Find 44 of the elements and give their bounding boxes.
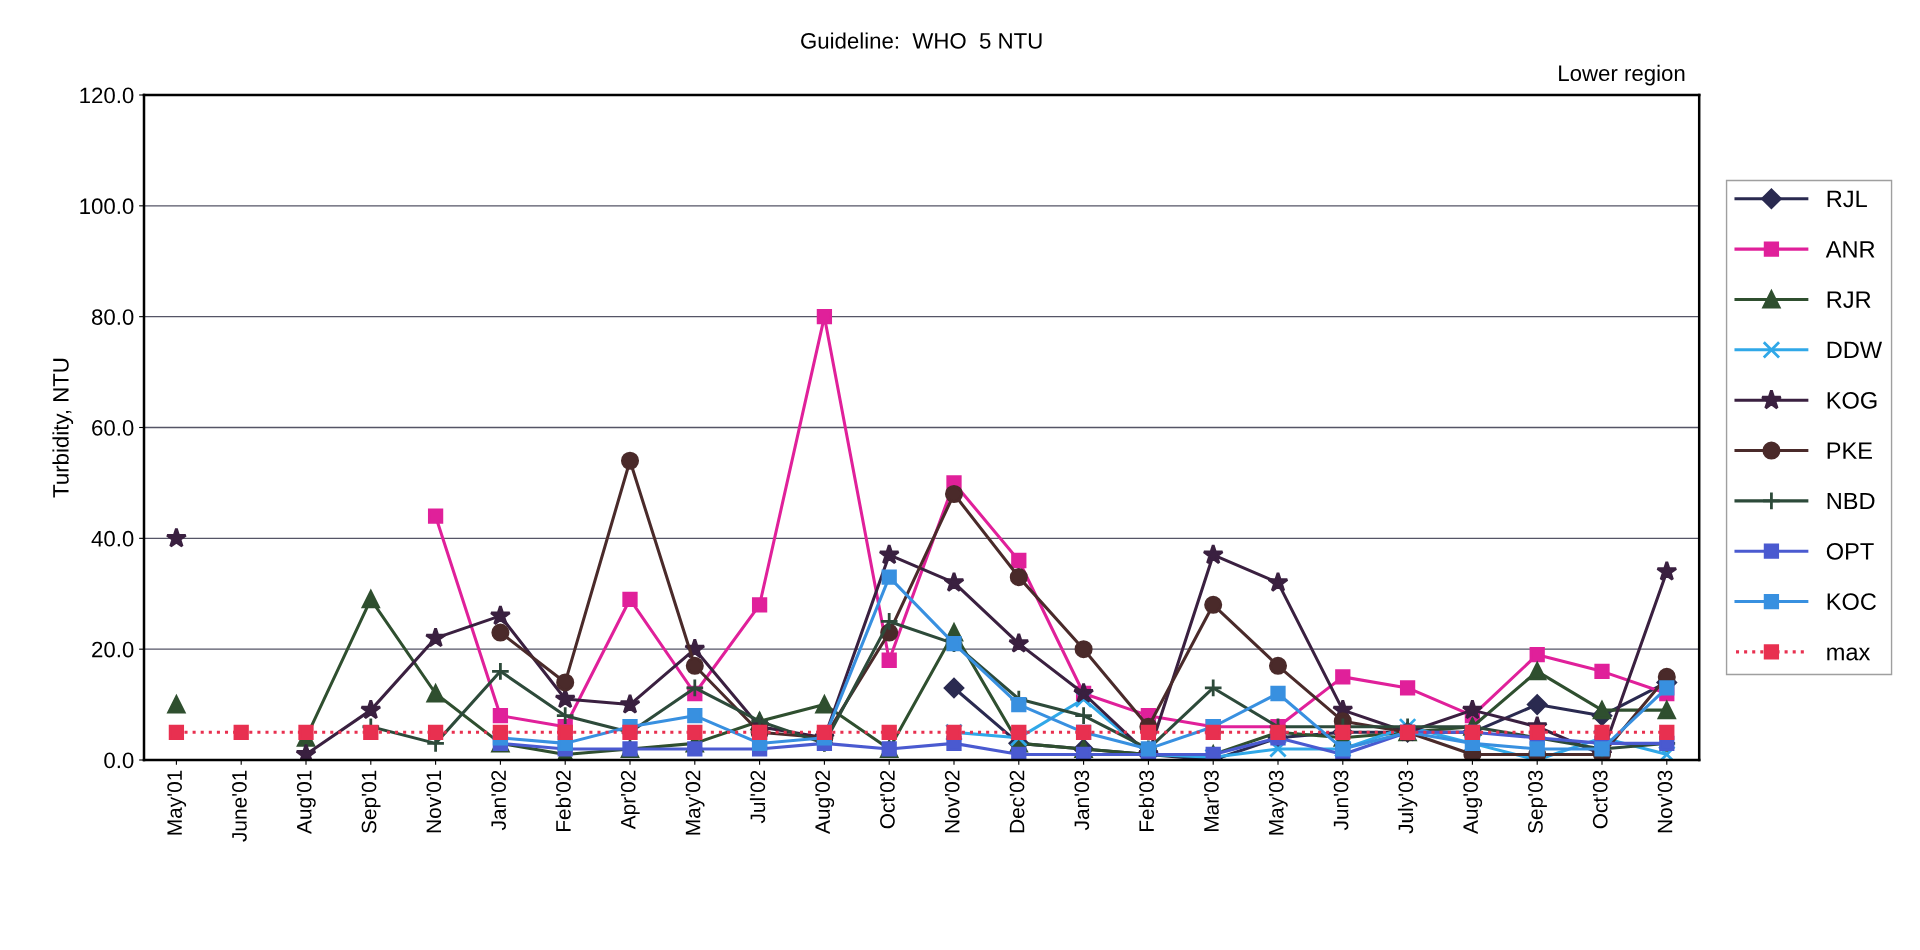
legend-label: PKE (1827, 442, 1872, 459)
x-tick-label: Feb'02 (555, 770, 571, 832)
x-tick-label: Jul'02 (749, 770, 766, 824)
y-tick-label: 80.0 (92, 309, 134, 325)
x-tick-label: Jan'03 (1074, 770, 1090, 831)
legend-label: OPT (1826, 542, 1874, 560)
y-tick-label: 60.0 (92, 420, 134, 436)
x-tick-label: May'01 (167, 770, 187, 835)
legend-label: RJL (1827, 190, 1867, 208)
x-tick-label: May'02 (685, 770, 705, 835)
x-tick-label: Oct'03 (1592, 770, 1608, 829)
x-tick-label: Jun'03 (1333, 770, 1349, 831)
x-tick-label: Jan'02 (491, 770, 506, 831)
x-tick-label: Apr'02 (620, 770, 640, 830)
y-tick-label: 100.0 (80, 198, 134, 215)
x-tick-label: Mar'03 (1204, 770, 1219, 832)
y-axis-title: Turbidity, NTU (52, 358, 74, 498)
legend-label: NBD (1827, 492, 1875, 510)
x-tick-label: Sep'01 (361, 770, 381, 833)
x-tick-label: June'01 (232, 770, 247, 842)
legend-label: KOC (1827, 593, 1876, 611)
y-tick-label: 40.0 (91, 530, 134, 547)
x-tick-label: Oct'02 (880, 770, 895, 829)
x-tick-label: Nov'03 (1657, 770, 1673, 833)
chart-title: Guideline: WHO 5 NTU (801, 32, 1042, 49)
x-tick-label: Aug'01 (296, 770, 316, 834)
x-tick-label: Nov'02 (944, 770, 960, 833)
legend-label: RJR (1827, 291, 1871, 308)
x-tick-label: Aug'02 (815, 770, 835, 834)
y-tick-label: 120.0 (80, 87, 134, 104)
legend-label: KOG (1827, 391, 1877, 409)
y-tick-label: 20.0 (92, 641, 134, 658)
text: Lower region (1559, 64, 1685, 86)
x-tick-label: May'03 (1268, 770, 1288, 835)
x-tick-label: Feb'03 (1138, 770, 1154, 832)
legend-label: ANR (1825, 241, 1875, 258)
x-tick-label: Sep'03 (1528, 770, 1547, 833)
y-tick-label: 0.0 (104, 752, 134, 769)
legend-label: max (1827, 647, 1871, 661)
legend-label: DDW (1827, 341, 1883, 359)
x-tick-label: Dec'02 (1009, 770, 1025, 833)
x-tick-label: Aug'03 (1463, 770, 1483, 834)
x-tick-label: Nov'01 (426, 770, 442, 833)
x-tick-label: July'03 (1397, 770, 1418, 834)
